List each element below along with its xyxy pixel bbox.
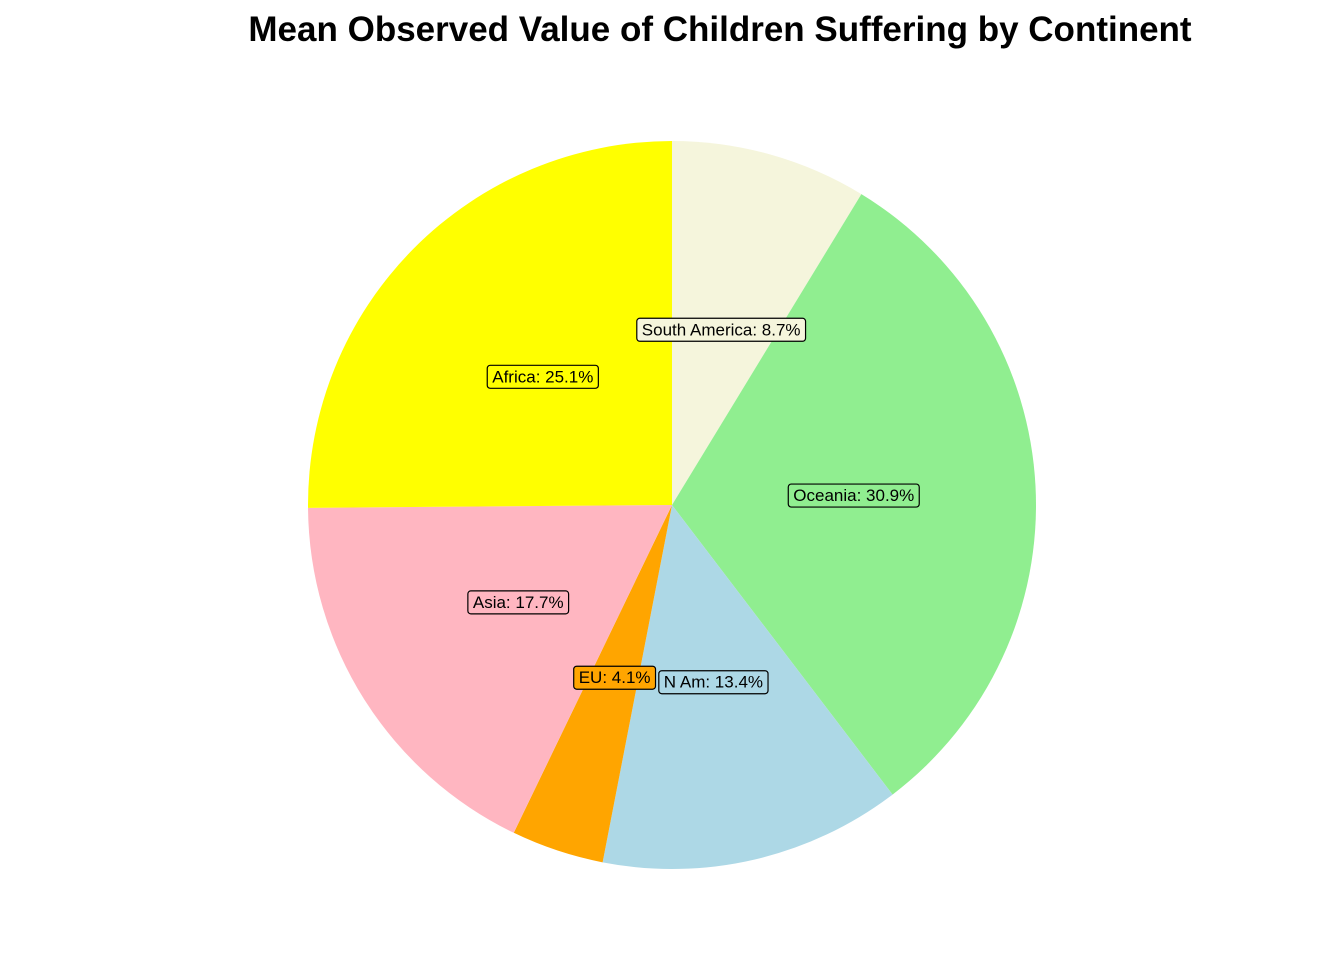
slice-label-eu: EU: 4.1% — [573, 665, 657, 690]
slice-africa — [308, 141, 672, 508]
slice-label-n-am-box — [658, 670, 769, 695]
slice-label-south-america: South America: 8.7% — [636, 317, 807, 342]
labels-layer: South America: 8.7% Oceania: 30.9% N Am: 1… — [467, 317, 920, 695]
slice-label-oceania-box — [787, 483, 920, 508]
slice-label-south-america-box — [636, 317, 807, 342]
slice-label-n-am: N Am: 13.4% — [658, 670, 769, 695]
slice-asia — [308, 505, 672, 833]
slices-layer — [308, 141, 1036, 869]
chart-title: Mean Observed Value of Children Sufferin… — [248, 10, 1192, 49]
slice-label-oceania-text: Oceania: 30.9% — [793, 486, 914, 505]
slice-label-africa-text: Africa: 25.1% — [492, 367, 593, 386]
slice-label-eu-box — [573, 665, 657, 690]
slice-label-asia: Asia: 17.7% — [467, 590, 570, 615]
slice-label-eu-text: EU: 4.1% — [579, 668, 651, 687]
slice-label-n-am-text: N Am: 13.4% — [664, 673, 763, 692]
slice-label-oceania: Oceania: 30.9% — [787, 483, 920, 508]
slice-label-africa: Africa: 25.1% — [486, 364, 599, 389]
slice-label-asia-text: Asia: 17.7% — [473, 593, 564, 612]
slice-label-africa-box — [486, 364, 599, 389]
slice-label-asia-box — [467, 590, 570, 615]
slice-label-south-america-text: South America: 8.7% — [642, 320, 801, 339]
